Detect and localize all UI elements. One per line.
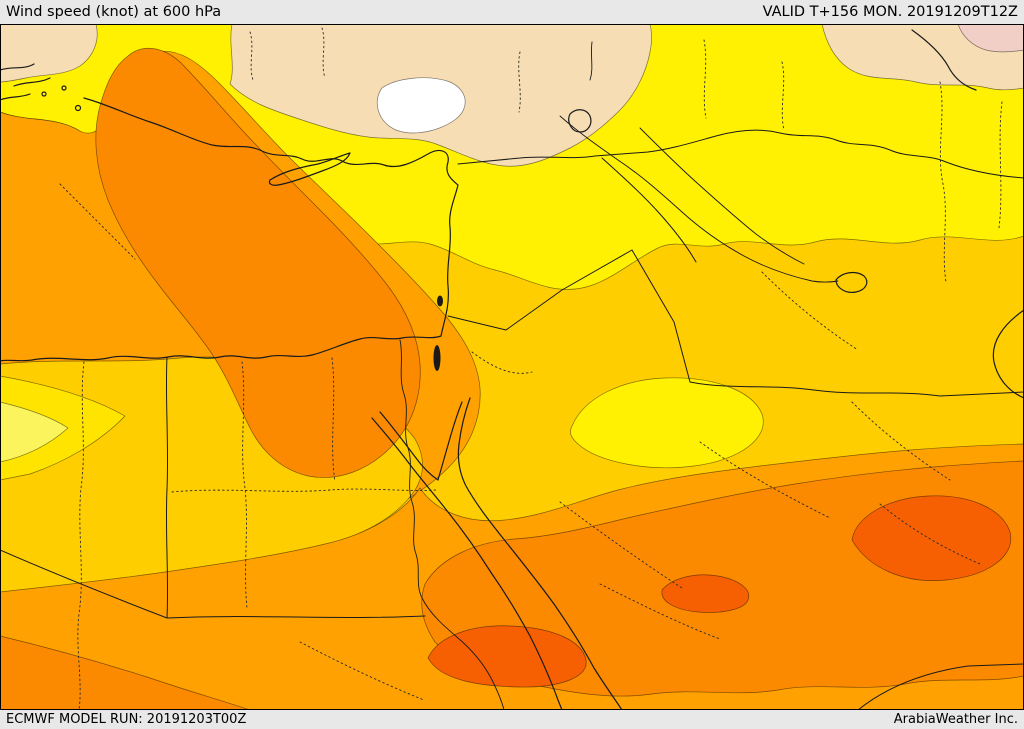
admin-boundary <box>851 401 951 481</box>
admin-boundary <box>703 39 707 119</box>
dead-sea <box>433 345 441 371</box>
status-bar: ECMWF MODEL RUN: 20191203T00Z ArabiaWeat… <box>0 710 1024 729</box>
coastline-layer <box>0 29 1024 710</box>
admin-boundary <box>241 361 248 609</box>
map-canvas <box>0 24 1024 710</box>
admin-boundary <box>699 441 831 519</box>
admin-boundary <box>998 101 1003 229</box>
admin-boundary <box>471 351 533 374</box>
model-run-label: ECMWF MODEL RUN: 20191203T00Z <box>6 712 247 727</box>
contour-band-layer <box>0 24 1024 710</box>
admin-boundary <box>321 27 326 79</box>
red-sea-east-coast <box>457 397 623 710</box>
admin-boundary <box>518 51 521 113</box>
tigris-river <box>639 127 805 265</box>
admin-boundary <box>599 583 721 640</box>
mediterranean-coastline <box>0 97 459 362</box>
sea-of-galilee <box>437 295 443 307</box>
jordan-saudi-border <box>447 249 633 331</box>
river-segment <box>589 41 593 81</box>
band-white-minimum <box>376 77 466 134</box>
admin-boundary <box>59 183 136 260</box>
admin-boundary <box>761 271 859 351</box>
caspian-coast <box>911 29 977 91</box>
aegean-island <box>61 85 67 91</box>
turkey-border <box>457 129 1024 179</box>
aegean-coast <box>0 63 51 101</box>
saudi-yemen-border <box>857 663 1024 710</box>
band-yellow-wedge-core <box>0 401 69 463</box>
admin-boundary <box>559 501 683 589</box>
euphrates-river <box>559 115 839 283</box>
persian-gulf-coast <box>992 309 1024 399</box>
lake-tuz-outline <box>568 109 592 133</box>
band-pink-corner <box>957 24 1024 53</box>
river-layer <box>399 41 839 710</box>
title-bar: Wind speed (knot) at 600 hPa VALID T+156… <box>0 0 1024 24</box>
valid-time-label: VALID T+156 MON. 20191209T12Z <box>762 4 1018 20</box>
admin-boundary <box>939 81 947 283</box>
libya-sudan-border <box>0 549 168 619</box>
lake-outline <box>835 271 868 293</box>
admin-boundary <box>781 61 785 131</box>
gulf-of-suez-west-coast <box>371 417 563 710</box>
band-dark-orange-levant-swath <box>95 48 421 478</box>
band-deep-orange-small-core <box>661 574 750 613</box>
admin-boundary <box>171 488 437 493</box>
egypt-sudan-border <box>166 615 426 619</box>
band-dark-orange-bottom-left <box>0 635 251 710</box>
syria-iraq-border <box>601 157 697 263</box>
admin-boundary-layer <box>59 27 1003 710</box>
nile-river <box>399 339 505 710</box>
attribution-label: ArabiaWeather Inc. <box>893 712 1018 727</box>
admin-boundary <box>249 31 254 81</box>
page-title: Wind speed (knot) at 600 hPa <box>6 4 222 20</box>
wind-speed-map-svg <box>0 24 1024 710</box>
egypt-libya-border <box>165 356 169 619</box>
admin-boundary <box>77 361 85 710</box>
aegean-island <box>41 91 47 97</box>
sinai-peninsula-coast <box>379 401 463 481</box>
admin-boundary <box>299 641 425 701</box>
country-border-layer <box>0 129 1024 710</box>
aegean-island <box>74 104 82 112</box>
band-deep-orange-right-core <box>851 495 1012 581</box>
band-yellow-kidney <box>570 377 764 469</box>
admin-boundary <box>331 357 336 483</box>
cyprus-island <box>268 152 351 186</box>
iraq-saudi-border <box>631 249 1024 397</box>
